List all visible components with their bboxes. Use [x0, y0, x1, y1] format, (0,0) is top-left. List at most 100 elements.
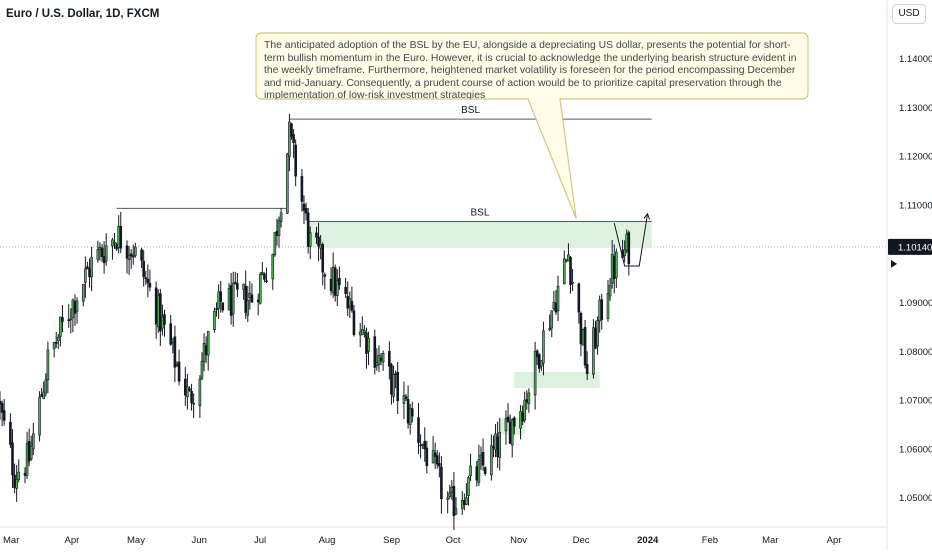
candle-body: [373, 336, 377, 368]
candle-body: [379, 357, 383, 361]
candle-23: [61, 304, 64, 333]
callout-layer: [255, 32, 809, 219]
time-axis[interactable]: Mar Apr May Jun Jul Aug Sep Oct Nov Dec 2024 Feb Mar…: [3, 535, 841, 546]
candle-body: [571, 282, 574, 284]
candle-200: [579, 311, 583, 357]
candle-body: [279, 212, 283, 222]
candle-body: [344, 286, 347, 295]
candle-body: [13, 474, 16, 488]
candle-body: [360, 329, 364, 336]
candle-body: [302, 203, 306, 211]
candle-206: [596, 316, 599, 355]
callout-bubble[interactable]: [255, 32, 809, 219]
candle-183: [527, 388, 531, 413]
candle-body: [469, 465, 472, 477]
candle-body: [467, 477, 470, 496]
x-tick-label: Mar: [3, 535, 19, 546]
candle-body: [2, 410, 6, 421]
candle-body: [537, 354, 541, 369]
candle-body: [206, 331, 210, 356]
x-tick-label: Apr: [65, 535, 80, 546]
candle-body: [548, 328, 551, 331]
candle-139: [402, 381, 406, 420]
candle-body: [440, 466, 443, 500]
x-tick-label: Nov: [510, 535, 527, 546]
candle-body: [219, 291, 223, 302]
candle-body: [134, 246, 137, 256]
price-axis[interactable]: 1.14000 1.13000 1.12000 1.11000 1.09000 1.080…: [888, 54, 932, 504]
candle-165: [477, 444, 481, 486]
candle-body: [585, 364, 589, 374]
candle-51: [144, 270, 148, 285]
candle-101: [290, 122, 293, 140]
price-scale-arrow-icon[interactable]: [891, 259, 897, 268]
candle-213: [615, 248, 618, 288]
candle-175: [506, 403, 510, 423]
candle-body: [71, 299, 75, 318]
candle-body: [490, 445, 493, 476]
candle-body: [542, 330, 545, 364]
candle-129: [373, 329, 377, 375]
candle-122: [350, 286, 354, 313]
candle-body: [213, 310, 216, 331]
candle-body: [275, 231, 279, 236]
candle-46: [129, 249, 133, 269]
candle-190: [550, 310, 554, 338]
candle-body: [9, 421, 12, 445]
candle-body: [161, 316, 164, 329]
currency-button[interactable]: USD: [892, 4, 926, 24]
candle-143: [410, 401, 414, 423]
candle-128: [367, 331, 370, 365]
candle-body: [192, 402, 195, 405]
candle-82: [233, 271, 237, 285]
candle-body: [527, 392, 531, 404]
candle-body: [15, 479, 18, 489]
projection-path[interactable]: [613, 213, 649, 267]
candle-199: [577, 282, 581, 324]
candle-36: [100, 244, 104, 262]
candle-body: [250, 294, 254, 303]
y-tick-label: 1.07000: [899, 396, 932, 407]
candle-body: [598, 299, 601, 322]
candle-body: [159, 293, 162, 332]
candle-body: [450, 487, 454, 493]
candle-113: [323, 272, 327, 290]
candle-body: [431, 450, 435, 464]
candle-189: [548, 314, 551, 332]
candle-body: [410, 408, 414, 417]
candle-body: [277, 219, 281, 236]
candle-body: [308, 232, 312, 247]
candle-117: [336, 269, 339, 307]
chart-title: Euro / U.S. Dollar, 1D, FXCM: [6, 8, 160, 20]
candle-body: [565, 259, 568, 262]
candle-body: [69, 318, 73, 321]
candle-body: [198, 378, 202, 407]
candle-134: [388, 341, 391, 380]
candle-7: [15, 464, 18, 502]
candle-body: [188, 388, 191, 391]
candle-body: [217, 291, 220, 309]
candle-body: [111, 239, 114, 247]
candle-body: [11, 442, 14, 476]
candle-body: [261, 272, 264, 275]
candle-29: [81, 283, 85, 307]
candle-body: [271, 254, 275, 280]
candle-155: [448, 484, 452, 500]
candle-217: [627, 230, 631, 276]
candle-43: [119, 211, 123, 254]
candle-5: [11, 429, 14, 489]
candle-body: [608, 284, 612, 297]
candle-13: [32, 422, 35, 456]
candle-body: [498, 431, 502, 458]
candle-75: [215, 302, 218, 317]
projection-arrowhead: [643, 212, 651, 220]
candle-body: [317, 236, 320, 247]
candle-body: [44, 379, 48, 394]
candle-body: [506, 416, 510, 423]
candle-30: [84, 256, 87, 298]
candle-157: [452, 472, 456, 531]
candle-body: [163, 314, 166, 325]
candle-86: [246, 285, 250, 323]
